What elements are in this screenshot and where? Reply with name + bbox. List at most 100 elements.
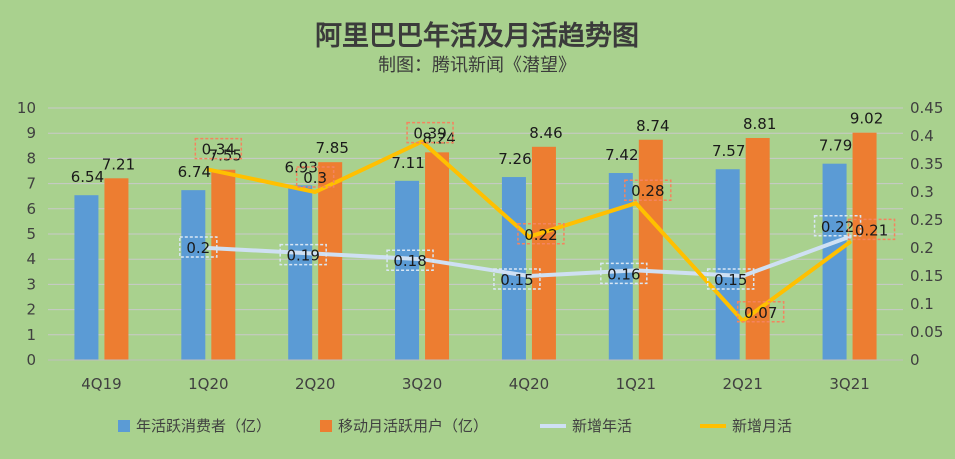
line-value-label: 0.18 [393, 252, 426, 270]
line-value-label: 0.3 [303, 169, 327, 187]
y-tick-label: 9 [26, 124, 36, 142]
bar [745, 137, 770, 360]
y2-tick-label: 0.1 [910, 295, 934, 313]
line-new-monthly [206, 139, 852, 323]
y-tick-label: 0 [26, 351, 36, 369]
bar-value-label: 8.74 [636, 117, 669, 135]
y2-tick-label: 0.35 [910, 155, 943, 173]
y-tick-label: 10 [17, 99, 36, 117]
bar-value-label: 7.85 [315, 139, 348, 157]
line-value-label: 0.19 [286, 247, 319, 265]
legend-label: 移动月活跃用户（亿） [338, 417, 488, 435]
bar-value-label: 8.81 [743, 115, 776, 133]
bar-value-label: 7.11 [391, 154, 424, 172]
legend: 年活跃消费者（亿） 移动月活跃用户（亿） 新增年活 新增月活 [118, 417, 792, 435]
line-label-box [194, 137, 243, 160]
line-label-box [600, 262, 648, 285]
bar [104, 178, 129, 360]
legend-label: 年活跃消费者（亿） [136, 417, 271, 435]
line-value-label: 0.34 [202, 141, 235, 159]
y-tick-label: 3 [26, 275, 36, 293]
y-tick-label: 4 [26, 250, 36, 268]
y2-tick-label: 0.25 [910, 211, 943, 229]
y-tick-label: 2 [26, 301, 36, 319]
bar [822, 163, 847, 360]
bar-value-label: 7.57 [712, 142, 745, 160]
y2-tick-label: 0.3 [910, 183, 934, 201]
x-tick-label: 3Q21 [829, 375, 869, 393]
y2-tick-label: 0.05 [910, 323, 943, 341]
line-value-label: 0.15 [714, 271, 747, 289]
line-value-label: 0.22 [524, 226, 557, 244]
line-value-label: 0.2 [186, 239, 210, 257]
axes: 0 1 2 3 4 5 6 7 8 9 10 0 0.05 0.1 0.15 0.2 0.25 0.3 0.35 0.… [17, 99, 944, 393]
line-value-label: 0.22 [821, 218, 854, 236]
line-value-label: 0.16 [607, 265, 640, 283]
y-tick-label: 8 [26, 149, 36, 167]
bar [852, 132, 877, 360]
bar [181, 190, 206, 360]
bar-value-label: 7.26 [498, 150, 531, 168]
bar [715, 169, 740, 360]
bar [638, 139, 663, 360]
x-tick-label: 4Q20 [509, 375, 549, 393]
x-tick-label: 1Q21 [616, 375, 656, 393]
line-value-label: 0.39 [413, 125, 446, 143]
legend-label: 新增月活 [732, 417, 792, 435]
bar-value-label: 9.02 [850, 110, 883, 128]
bar [425, 152, 450, 360]
bar-value-label: 6.54 [71, 168, 104, 186]
line-label-box [279, 243, 327, 266]
line-label-box [386, 249, 434, 271]
y-tick-label: 1 [26, 326, 36, 344]
y-tick-label: 5 [26, 225, 36, 243]
bar [211, 169, 236, 360]
data-labels: 6.54 6.74 6.93 7.11 7.26 7.42 7.57 7.79 7.21 7.55… [71, 110, 896, 323]
y2-tick-label: 0.45 [910, 99, 943, 117]
x-tick-label: 4Q19 [81, 375, 121, 393]
bar-value-label: 8.46 [529, 124, 562, 142]
bar [318, 162, 343, 360]
y2-tick-label: 0.15 [910, 267, 943, 285]
bar-value-label: 7.21 [102, 155, 135, 173]
y-tick-label: 6 [26, 200, 36, 218]
line-new-annual [206, 234, 852, 278]
x-tick-label: 3Q20 [402, 375, 442, 393]
chart-title: 阿里巴巴年活及月活趋势图 [315, 20, 639, 52]
line-label-box [493, 268, 541, 290]
x-tick-label: 1Q20 [188, 375, 228, 393]
line-value-label: 0.21 [855, 221, 888, 239]
y-tick-label: 7 [26, 175, 36, 193]
line-label-box [813, 215, 862, 237]
line-value-label: 0.07 [744, 304, 777, 322]
line-value-label: 0.15 [500, 271, 533, 289]
line-value-label: 0.28 [631, 182, 664, 200]
line-label-box [624, 179, 672, 201]
line-label-box [179, 236, 218, 258]
line-series [206, 139, 852, 323]
chart-subtitle: 制图：腾讯新闻《潜望》 [378, 55, 576, 76]
line-label-box [736, 301, 785, 323]
bar-value-label: 6.93 [284, 158, 317, 176]
legend-label: 新增年活 [572, 417, 632, 435]
bar [288, 185, 313, 360]
line-label-box [847, 218, 896, 241]
line-label-box [517, 223, 565, 245]
line-label-box [706, 268, 755, 290]
y2-tick-label: 0.4 [910, 127, 934, 145]
bar-value-label: 7.42 [605, 146, 638, 164]
legend-swatch [320, 420, 332, 432]
legend-swatch [118, 420, 130, 432]
x-tick-label: 2Q20 [295, 375, 335, 393]
y2-tick-label: 0.2 [910, 239, 934, 257]
bar-value-label: 7.79 [819, 137, 852, 155]
bar [531, 146, 556, 360]
line-label-box [406, 121, 454, 144]
x-tick-label: 2Q21 [722, 375, 762, 393]
bar [74, 195, 99, 360]
bar-value-label: 7.55 [209, 147, 242, 165]
bar-value-label: 6.74 [178, 163, 211, 181]
line-label-box [295, 166, 335, 188]
